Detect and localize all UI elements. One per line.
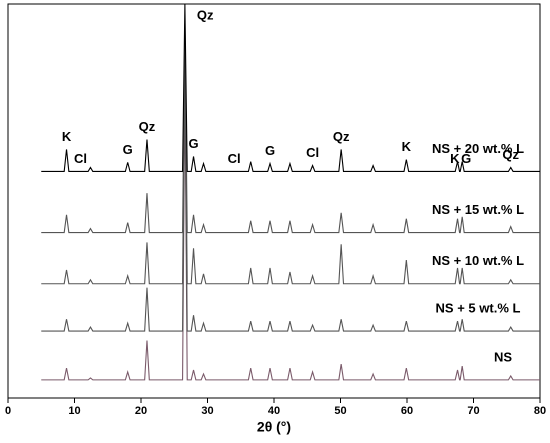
peak-label: G	[123, 142, 133, 157]
series-label: NS + 15 wt.% L	[432, 202, 524, 217]
peak-label: Cl	[306, 145, 319, 160]
x-tick-label: 0	[5, 405, 11, 417]
x-tick-label: 50	[334, 405, 346, 417]
series-label: NS	[494, 349, 512, 364]
pattern-line	[41, 63, 540, 332]
x-tick-label: 30	[201, 405, 213, 417]
x-tick-label: 40	[268, 405, 280, 417]
peak-label: K	[450, 151, 460, 166]
x-tick-label: 60	[401, 405, 413, 417]
peak-label: K	[402, 139, 412, 154]
x-tick-label: 20	[135, 405, 147, 417]
x-tick-label: 80	[534, 405, 546, 417]
series-label: NS + 20 wt.% L	[432, 141, 524, 156]
peak-label: Qz	[502, 147, 519, 162]
peak-label: G	[265, 143, 275, 158]
pattern-line	[41, 82, 540, 381]
series-label: NS + 5 wt.% L	[436, 300, 521, 315]
peak-label: G	[461, 151, 471, 166]
pattern-line	[41, 23, 540, 234]
peak-label: G	[188, 136, 198, 151]
x-tick-label: 70	[467, 405, 479, 417]
peak-label: Cl	[228, 151, 241, 166]
pattern-line	[41, 3, 540, 172]
x-tick-label: 10	[68, 405, 80, 417]
peak-label: Cl	[74, 151, 87, 166]
series-label: NS + 10 wt.% L	[432, 253, 524, 268]
peak-label: Qz	[197, 7, 214, 22]
pattern-line	[41, 43, 540, 285]
x-axis-title: 2θ (°)	[257, 419, 291, 435]
peak-label: Qz	[139, 119, 156, 134]
peak-label: Qz	[333, 129, 350, 144]
peak-label: K	[62, 129, 72, 144]
